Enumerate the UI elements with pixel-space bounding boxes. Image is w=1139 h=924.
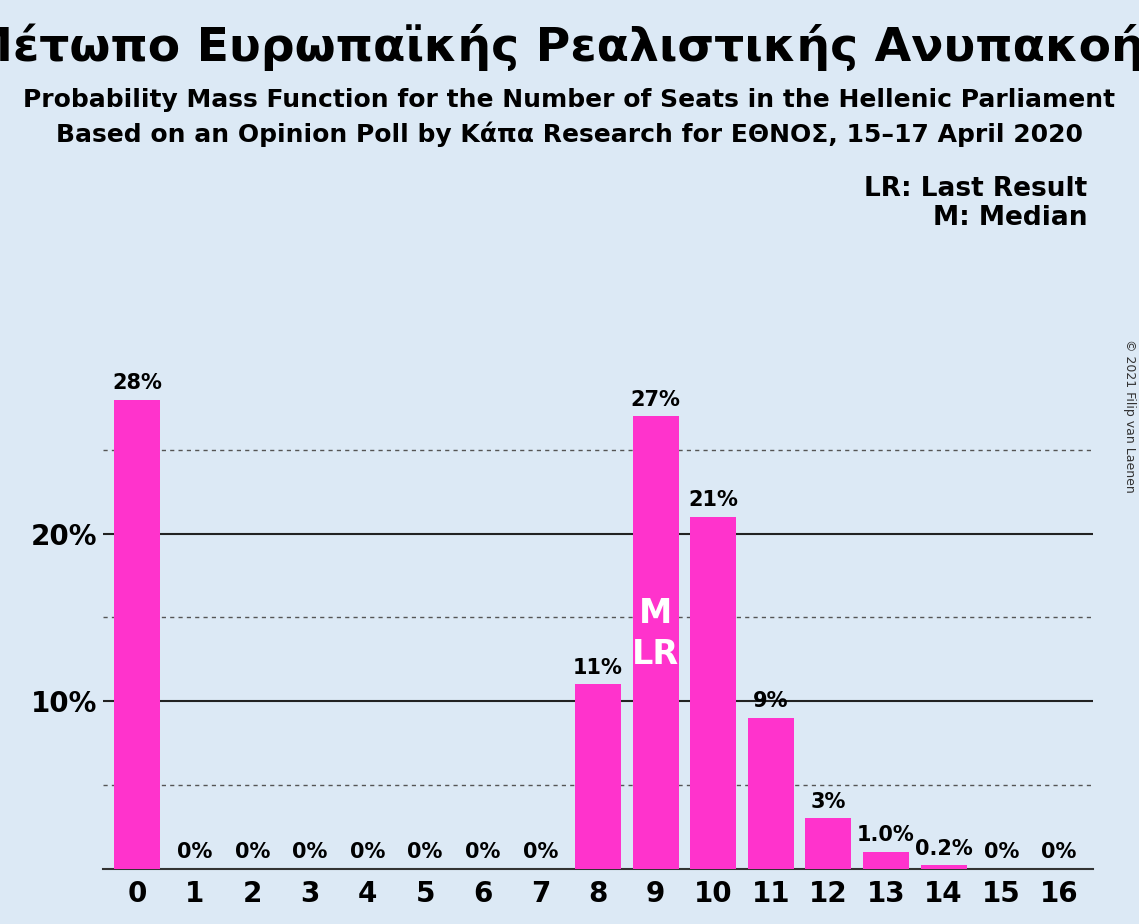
Bar [805,819,852,869]
Text: 0.2%: 0.2% [915,838,973,858]
Text: 0%: 0% [523,842,558,862]
Text: 0%: 0% [350,842,385,862]
Text: 0%: 0% [465,842,500,862]
Bar [575,685,621,869]
Bar [690,517,736,869]
Text: 21%: 21% [688,490,738,510]
Text: 0%: 0% [293,842,328,862]
Text: Μέτωπο Ευρωπαϊκής Ρεαλιστικής Ανυπακοής: Μέτωπο Ευρωπαϊκής Ρεαλιστικής Ανυπακοής [0,23,1139,70]
Text: 0%: 0% [235,842,270,862]
Text: M
LR: M LR [632,597,679,671]
Bar [920,865,967,869]
Text: 0%: 0% [1041,842,1076,862]
Text: 1.0%: 1.0% [858,825,915,845]
Text: M: Median: M: Median [933,205,1088,231]
Text: 0%: 0% [177,842,212,862]
Bar [632,417,679,869]
Text: 27%: 27% [631,390,680,409]
Text: Based on an Opinion Poll by Κάπα Research for ΕΘΝΟΣ, 15–17 April 2020: Based on an Opinion Poll by Κάπα Researc… [56,122,1083,148]
Bar [114,400,161,869]
Text: 11%: 11% [573,658,623,677]
Text: © 2021 Filip van Laenen: © 2021 Filip van Laenen [1123,339,1137,492]
Text: 28%: 28% [112,373,162,393]
Text: 0%: 0% [408,842,443,862]
Text: 0%: 0% [984,842,1019,862]
Bar [863,852,909,869]
Text: 3%: 3% [811,792,846,811]
Text: LR: Last Result: LR: Last Result [865,176,1088,201]
Text: 9%: 9% [753,691,788,711]
Text: Probability Mass Function for the Number of Seats in the Hellenic Parliament: Probability Mass Function for the Number… [24,88,1115,112]
Bar [748,718,794,869]
